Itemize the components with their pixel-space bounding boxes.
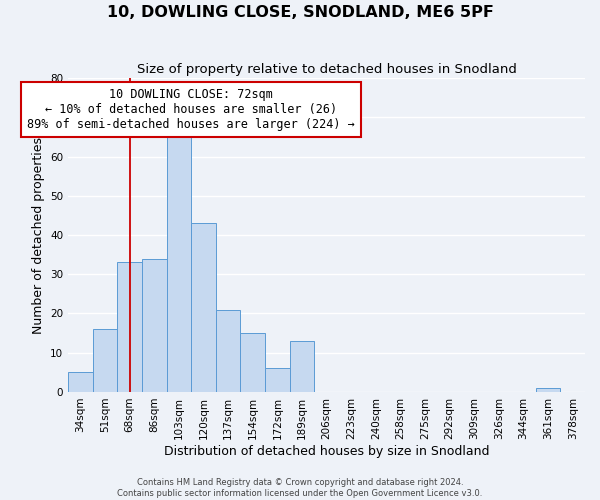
Bar [118,262,142,392]
Bar [536,388,560,392]
Text: 10 DOWLING CLOSE: 72sqm
← 10% of detached houses are smaller (26)
89% of semi-de: 10 DOWLING CLOSE: 72sqm ← 10% of detache… [28,88,355,131]
Text: 10, DOWLING CLOSE, SNODLAND, ME6 5PF: 10, DOWLING CLOSE, SNODLAND, ME6 5PF [107,5,493,20]
Title: Size of property relative to detached houses in Snodland: Size of property relative to detached ho… [137,62,517,76]
Text: Contains HM Land Registry data © Crown copyright and database right 2024.
Contai: Contains HM Land Registry data © Crown c… [118,478,482,498]
Y-axis label: Number of detached properties: Number of detached properties [32,136,44,334]
Bar [142,258,167,392]
Bar [68,372,93,392]
Bar [265,368,290,392]
Bar [290,341,314,392]
Bar [241,333,265,392]
X-axis label: Distribution of detached houses by size in Snodland: Distribution of detached houses by size … [164,444,490,458]
Bar [191,223,216,392]
Bar [216,310,241,392]
Bar [93,329,118,392]
Bar [167,137,191,392]
